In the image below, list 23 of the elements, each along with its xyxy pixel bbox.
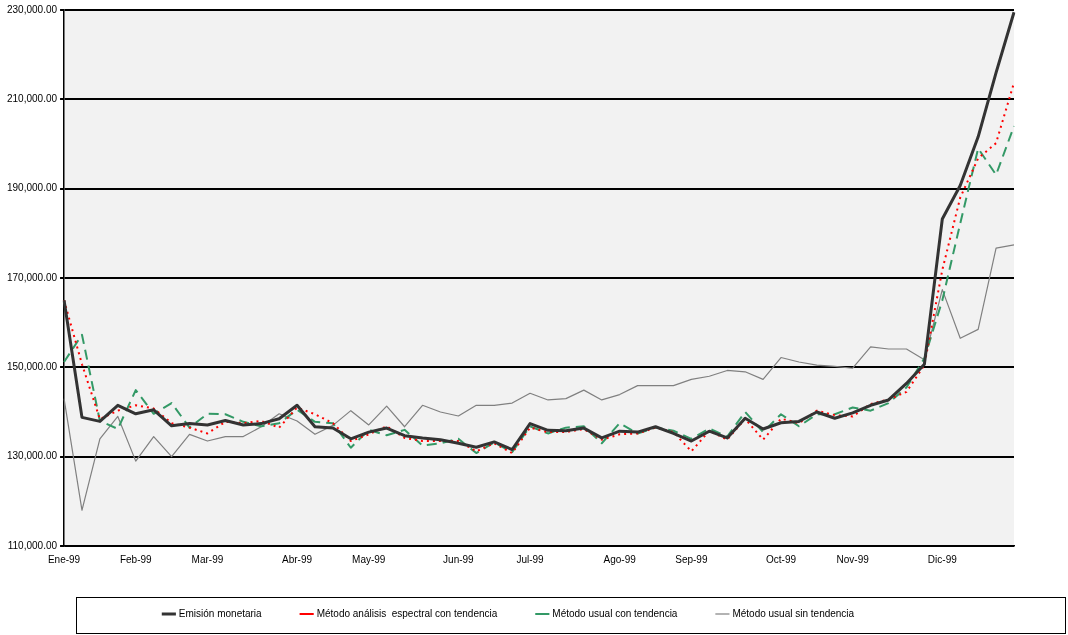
x-tick-label: Mar-99 xyxy=(191,553,224,565)
y-tick-label: 210,000.00 xyxy=(6,93,58,105)
legend-label: Emisión monetaria xyxy=(178,607,263,619)
y-tick-label: 150,000.00 xyxy=(6,361,58,373)
y-tick-label: 230,000.00 xyxy=(6,3,58,15)
x-tick-label: Ene-99 xyxy=(47,553,81,565)
x-tick-label: May-99 xyxy=(352,553,386,565)
y-tick-label: 130,000.00 xyxy=(6,450,58,462)
x-tick-label: Dic-99 xyxy=(927,553,958,565)
legend-label: Método usual con tendencia xyxy=(552,607,678,619)
x-tick-label: Abr-99 xyxy=(282,553,313,565)
y-tick-label: 170,000.00 xyxy=(6,271,58,283)
x-tick-label: Feb-99 xyxy=(119,553,153,565)
x-tick-label: Nov-99 xyxy=(836,553,870,565)
x-tick-label: Jul-99 xyxy=(516,553,545,565)
x-tick-label: Ago-99 xyxy=(603,553,637,565)
y-tick-label: 190,000.00 xyxy=(6,182,58,194)
legend-label: Método análisis espectral con tendencia xyxy=(316,607,498,619)
x-tick-label: Jun-99 xyxy=(443,553,475,565)
x-tick-label: Oct-99 xyxy=(765,553,797,565)
y-tick-label: 110,000.00 xyxy=(7,539,58,551)
legend-label: Método usual sin tendencia xyxy=(732,607,855,619)
x-tick-label: Sep-99 xyxy=(675,553,708,565)
